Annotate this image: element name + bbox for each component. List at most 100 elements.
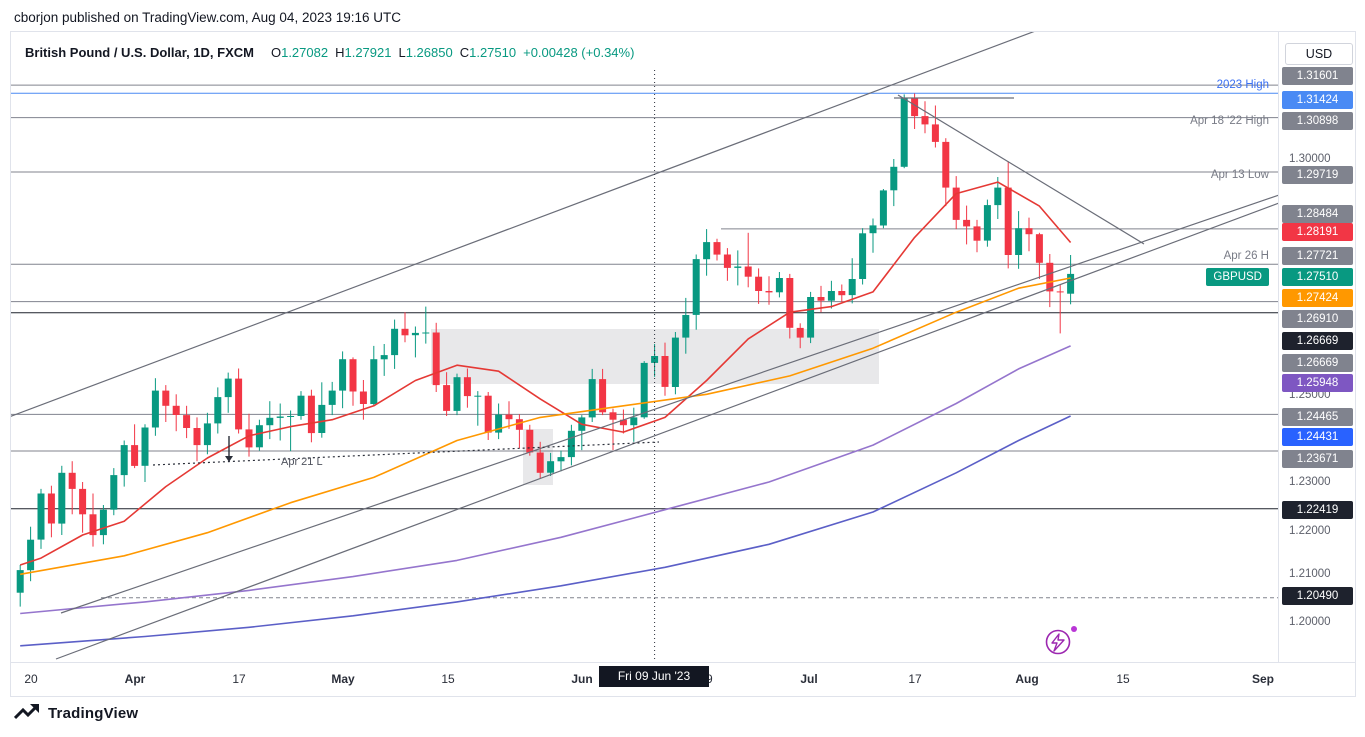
ohlc-label: H [335, 45, 345, 60]
candle-body [973, 226, 981, 241]
candle-body [495, 414, 503, 433]
trendline [55, 202, 1278, 660]
price-axis-label: 1.23000 [1289, 476, 1331, 488]
publish-header: cborjon published on TradingView.com, Au… [14, 10, 402, 25]
candle-body [453, 377, 461, 411]
candle-body [838, 291, 846, 296]
candle-body [99, 509, 107, 536]
price-badge: 1.24465 [1282, 408, 1353, 426]
time-axis-label: Jun [571, 672, 593, 686]
price-axis-label: 1.22000 [1289, 525, 1331, 537]
tradingview-watermark[interactable]: TradingView [14, 702, 138, 724]
candle-body [879, 190, 887, 226]
ohlc-label: L [398, 45, 406, 60]
candle-body [349, 359, 357, 392]
candle-body [588, 379, 596, 418]
candle-body [474, 395, 482, 397]
candle-body [47, 493, 55, 524]
candle-body [952, 187, 960, 220]
logo-line [14, 704, 39, 720]
candle-body [723, 254, 731, 268]
candle-body [224, 378, 232, 398]
time-axis-label: 15 [1116, 672, 1130, 686]
price-axis-label: 1.25000 [1289, 389, 1331, 401]
candle-body [339, 359, 347, 391]
candle-body [328, 390, 336, 405]
ma-line-mid-orange [20, 277, 1071, 576]
level-name-label: Apr 13 Low [1210, 169, 1269, 181]
ma-line-slowest-blue [20, 415, 1071, 647]
candle-body [411, 332, 419, 336]
candle-body [266, 417, 274, 426]
symbol-price-marker: GBPUSD [1206, 268, 1269, 286]
candle-body [786, 278, 794, 328]
candle-body [536, 452, 544, 473]
candle-body [900, 97, 908, 167]
symbol-title: British Pound / U.S. Dollar, 1D, FXCM [25, 45, 254, 60]
price-axis[interactable]: 1.30000 1.25000 1.23000 1.22000 1.21000 1.200… [1278, 32, 1355, 662]
price-badge: 1.28484 [1282, 205, 1353, 223]
currency-toggle-usd[interactable]: USD [1285, 43, 1353, 65]
candle-body [484, 395, 492, 433]
price-badge: 1.26669 [1282, 354, 1353, 372]
candle-body [682, 315, 690, 338]
candle-body [443, 385, 451, 411]
candle-body [526, 429, 534, 453]
candle-body [307, 395, 315, 434]
candle-body [68, 472, 76, 489]
price-badge: 1.31424 [1282, 91, 1353, 109]
lightning-bolt [1051, 633, 1065, 652]
ohlc-label: C [459, 45, 470, 60]
candle-body [1025, 228, 1033, 235]
lightning-icon [1045, 626, 1077, 655]
candle-body [755, 276, 763, 291]
candle-body [214, 397, 222, 424]
candle-body [817, 297, 825, 301]
time-axis[interactable]: Fri 09 Jun '23 20Apr17May15Jun19Jul17Aug… [11, 662, 1355, 696]
price-badge: 1.31601 [1282, 67, 1353, 85]
candle-body [775, 278, 783, 293]
candle-body [505, 414, 513, 420]
candle-body [869, 225, 877, 234]
candle-body [515, 419, 523, 430]
candle-body [401, 328, 409, 336]
candle-body [848, 279, 856, 296]
price-badge: 1.27721 [1282, 247, 1353, 265]
candle-body [391, 328, 399, 356]
price-badge: 1.27424 [1282, 289, 1353, 307]
level-name-label: Apr 18 '22 High [1190, 115, 1269, 127]
candle-body [651, 356, 659, 363]
ohlc-values: O1.27082 H1.27921 L1.26850 C1.27510 [264, 45, 516, 60]
chart-canvas[interactable]: Apr 21 L [11, 32, 1278, 662]
candle-body [796, 327, 804, 338]
ohlc-value: 1.27510 [469, 45, 517, 60]
candle-body [276, 416, 284, 418]
candle-body [1056, 291, 1064, 293]
candle-body [110, 475, 118, 510]
candle-body [380, 355, 388, 360]
chart-annotation: Apr 21 L [281, 456, 323, 468]
candle-body [599, 379, 607, 413]
candle-body [27, 539, 35, 571]
candle-body [983, 205, 991, 241]
candle-body [827, 291, 835, 301]
price-axis-label: 1.30000 [1289, 153, 1331, 165]
candle-body [79, 488, 87, 515]
price-axis-label: 1.20000 [1289, 616, 1331, 628]
candle-body [890, 166, 898, 191]
candle-body [245, 429, 253, 448]
ma-line-slow-purple [20, 345, 1071, 615]
time-axis-label: 17 [908, 672, 922, 686]
lightning-circle [1045, 629, 1071, 655]
ohlc-label: O [270, 45, 282, 60]
price-badge: 1.24431 [1282, 428, 1353, 446]
candle-body [318, 404, 326, 433]
crosshair-date-badge: Fri 09 Jun '23 [599, 666, 709, 687]
time-axis-label: Sep [1251, 672, 1275, 686]
candle-body [1067, 273, 1075, 294]
candle-body [619, 419, 627, 426]
candle-body [692, 259, 700, 315]
lightning-dot [1071, 626, 1077, 632]
candle-body [255, 425, 263, 448]
trendline [60, 194, 1278, 614]
